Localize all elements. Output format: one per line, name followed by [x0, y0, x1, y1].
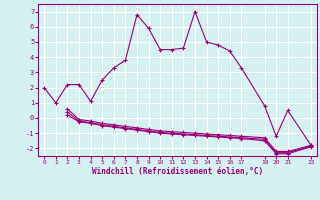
X-axis label: Windchill (Refroidissement éolien,°C): Windchill (Refroidissement éolien,°C) [92, 167, 263, 176]
